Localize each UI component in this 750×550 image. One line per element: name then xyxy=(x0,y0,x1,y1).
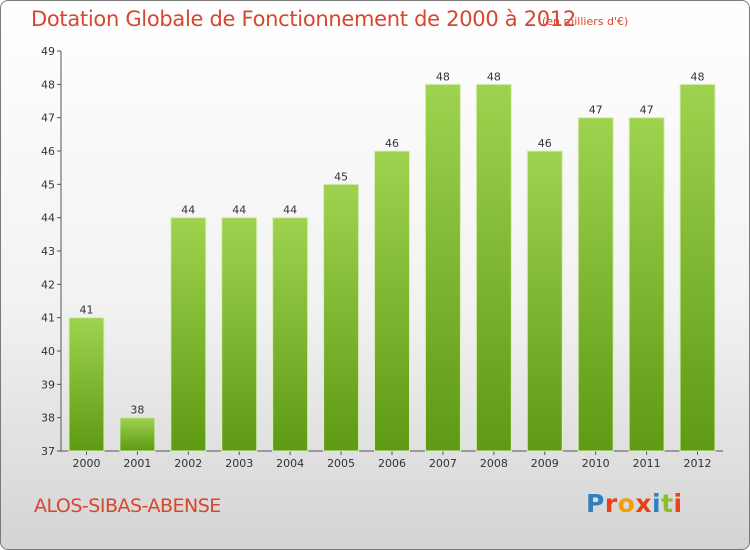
bar xyxy=(374,150,410,452)
x-tick-label: 2008 xyxy=(480,457,508,470)
proxiti-logo[interactable]: Proxiti xyxy=(586,489,683,518)
data-label: 44 xyxy=(181,204,195,217)
bar xyxy=(323,183,360,452)
x-tick-label: 2007 xyxy=(429,457,457,470)
logo-letter: o xyxy=(617,489,636,518)
x-tick-label: 2011 xyxy=(633,457,661,470)
y-tick-label: 40 xyxy=(41,345,55,358)
bar xyxy=(68,317,105,452)
data-labels: 41 38 44 44 44 45 46 48 48 46 47 47 48 xyxy=(79,70,704,416)
chart-title: Dotation Globale de Fonctionnement de 20… xyxy=(31,7,576,31)
data-label: 38 xyxy=(130,404,144,417)
bar xyxy=(272,217,309,452)
commune-name: ALOS-SIBAS-ABENSE xyxy=(34,495,221,517)
y-tick-label: 45 xyxy=(41,178,55,191)
x-tick-label: 2005 xyxy=(327,457,355,470)
x-tick-label: 2003 xyxy=(225,457,253,470)
y-tick-label: 44 xyxy=(41,212,55,225)
logo-letter: t xyxy=(661,489,674,518)
chart-units: (en milliers d'€) xyxy=(542,15,629,28)
y-tick-label: 48 xyxy=(41,78,55,91)
bar xyxy=(475,83,512,452)
y-tick-label: 43 xyxy=(41,245,55,258)
bar xyxy=(221,217,258,452)
data-label: 48 xyxy=(487,70,501,83)
bar xyxy=(577,117,614,452)
y-tick-label: 42 xyxy=(41,278,55,291)
x-tick-label: 2012 xyxy=(684,457,712,470)
data-label: 44 xyxy=(283,204,297,217)
y-tick-label: 41 xyxy=(41,312,55,325)
bar xyxy=(628,117,665,452)
x-tick-label: 2002 xyxy=(174,457,202,470)
data-label: 45 xyxy=(334,170,348,183)
bars xyxy=(68,83,716,452)
axes: 37 38 39 40 41 42 43 44 45 46 47 48 49 2000 2001 2002 20… xyxy=(41,45,723,470)
y-tick-label: 38 xyxy=(41,412,55,425)
bar xyxy=(526,150,563,452)
data-label: 44 xyxy=(232,204,246,217)
data-label: 41 xyxy=(79,304,93,317)
x-tick-label: 2004 xyxy=(276,457,304,470)
logo-letter: P xyxy=(586,489,605,518)
x-tick-label: 2006 xyxy=(378,457,406,470)
bar xyxy=(424,83,461,452)
logo-letter: i xyxy=(652,489,662,518)
y-tick-label: 39 xyxy=(41,378,55,391)
y-tick-label: 47 xyxy=(41,112,55,125)
x-tick-label: 2000 xyxy=(72,457,100,470)
data-label: 46 xyxy=(538,137,552,150)
data-label: 47 xyxy=(589,104,603,117)
bar xyxy=(119,417,156,452)
logo-letter: i xyxy=(673,489,683,518)
data-label: 48 xyxy=(436,70,450,83)
logo-letter: x xyxy=(635,489,652,518)
x-tick-label: 2001 xyxy=(123,457,151,470)
x-tick-label: 2010 xyxy=(582,457,610,470)
bar xyxy=(679,83,716,452)
data-label: 47 xyxy=(640,104,654,117)
x-tick-label: 2009 xyxy=(531,457,559,470)
data-label: 46 xyxy=(385,137,399,150)
y-tick-label: 37 xyxy=(41,445,55,458)
logo-letter: r xyxy=(604,489,618,518)
y-tick-label: 46 xyxy=(41,145,55,158)
y-tick-label: 49 xyxy=(41,45,55,58)
data-label: 48 xyxy=(691,70,705,83)
bar xyxy=(170,217,207,452)
